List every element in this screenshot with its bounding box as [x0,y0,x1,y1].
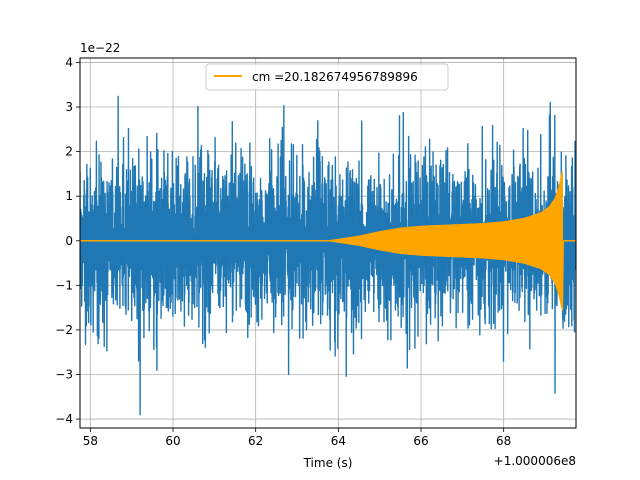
chirp-series [80,171,576,311]
chirp-line [80,171,576,311]
y-tick-label: −2 [55,323,73,337]
y-tick-label: 1 [65,189,73,203]
x-tick-label: 60 [165,434,180,448]
legend: cm =20.182674956789896 [205,63,449,91]
x-axis-ticks: 58 60 62 64 66 68 [83,428,511,448]
legend-label-chirp: cm =20.182674956789896 [252,70,418,84]
x-tick-label: 66 [413,434,428,448]
x-tick-label: 68 [496,434,511,448]
x-tick-label: 62 [248,434,263,448]
y-tick-label: 0 [65,234,73,248]
y-tick-label: −1 [55,278,73,292]
x-offset-label: +1.000006e8 [494,454,576,468]
y-tick-label: −3 [55,368,73,382]
plot-frame [79,57,577,429]
x-axis-label: Time (s) [303,456,353,470]
y-tick-label: 3 [65,100,73,114]
y-scale-label: 1e−22 [80,41,120,55]
y-tick-label: 4 [65,55,73,69]
y-tick-label: −4 [55,412,73,426]
y-tick-label: 2 [65,145,73,159]
x-tick-label: 58 [83,434,98,448]
legend-box [205,63,449,91]
x-tick-label: 64 [331,434,346,448]
y-axis-ticks: 4 3 2 1 0 −1 −2 −3 −4 [55,55,80,426]
